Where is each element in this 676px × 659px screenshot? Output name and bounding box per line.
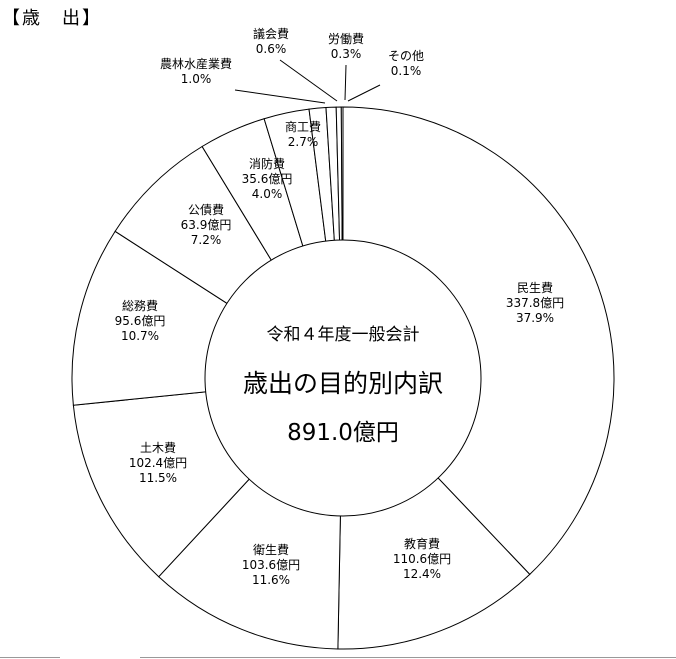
slice-label-6: 公債費 63.9億円 7.2% (181, 202, 232, 247)
pie-slice-12 (340, 106, 344, 379)
section-title: 【歳 出】 (2, 8, 102, 29)
leader-line-9 (234, 89, 326, 104)
baseline-right (140, 657, 676, 658)
slice-label-7: 消防費 35.6億円 4.0% (242, 156, 293, 201)
center-label-title: 歳出の目的別内訳 (243, 369, 443, 398)
slice-label-11: 労働費 0.3% (328, 31, 364, 61)
slice-label-2: 教育費 110.6億円 12.4% (393, 536, 451, 581)
pie-slice-1 (342, 106, 615, 576)
donut-hole (204, 239, 482, 517)
center-label-total: 891.0億円 (287, 420, 399, 446)
slice-label-1: 民生費 337.8億円 37.9% (506, 280, 564, 325)
slice-labels-group: 民生費 337.8億円 37.9% 教育費 110.6億円 12.4% 衛生費 103.6億円… (115, 26, 565, 587)
center-label-fiscal-year: 令和４年度一般会計 (267, 325, 420, 345)
slice-label-5: 総務費 95.6億円 10.7% (115, 298, 166, 343)
slice-label-8: 商工費 2.7% (285, 119, 321, 149)
baseline-left (0, 657, 60, 658)
slice-label-9: 農林水産業費 1.0% (160, 56, 232, 86)
slice-label-4: 土木費 102.4億円 11.5% (129, 440, 187, 485)
leader-line-10 (279, 59, 338, 102)
leader-line-12 (347, 84, 381, 102)
slice-label-3: 衛生費 103.6億円 11.6% (242, 542, 300, 587)
leader-lines-group (234, 59, 381, 104)
slice-label-12: その他 0.1% (388, 49, 424, 78)
leader-line-11 (344, 64, 347, 101)
slice-label-10: 議会費 0.6% (253, 26, 289, 56)
